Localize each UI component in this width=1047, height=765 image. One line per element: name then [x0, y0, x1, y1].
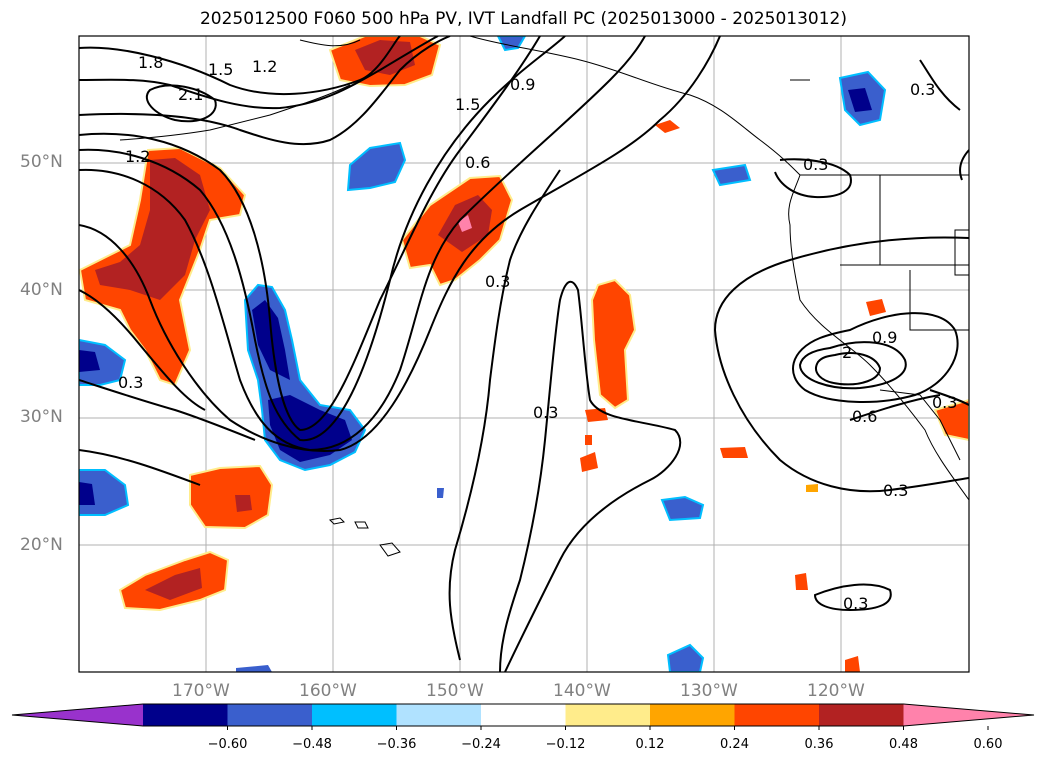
contour-label: 1.5	[208, 60, 233, 79]
colorbar-segment	[396, 704, 482, 726]
contour-label: 0.3	[118, 373, 143, 392]
lat-label: 50°N	[20, 152, 63, 172]
contour-label: 2	[842, 343, 852, 362]
contour-label: 0.3	[803, 155, 828, 174]
colorbar-segment	[143, 704, 228, 726]
ivt-contours	[79, 36, 969, 672]
lon-label: 150°W	[426, 681, 484, 701]
colorbar-segment	[734, 704, 820, 726]
colorbar-tick-label: 0.12	[635, 737, 665, 752]
pv-negative-shading	[79, 36, 887, 672]
plot-border	[78, 35, 970, 673]
colorbar-extend-high	[903, 704, 1034, 726]
contour-labels: 1.8 1.5 1.2 2.1 1.2 1.5 0.9 0.6 0.3 0.3 …	[118, 53, 957, 613]
gridlines	[79, 36, 969, 672]
lat-label: 20°N	[20, 535, 63, 555]
lat-label: 40°N	[20, 280, 63, 300]
contour-label: 1.5	[455, 95, 480, 114]
lon-label: 160°W	[299, 681, 357, 701]
colorbar	[11, 703, 1035, 730]
contour-label: 0.3	[843, 594, 868, 613]
lat-label: 30°N	[20, 407, 63, 427]
colorbar-extend-low	[12, 704, 143, 726]
coastlines	[119, 36, 969, 557]
colorbar-tick-label: −0.36	[376, 737, 417, 752]
contour-label: 2.1	[178, 85, 203, 104]
colorbar-tick-label: 0.36	[804, 737, 834, 752]
colorbar-segment	[650, 704, 735, 726]
colorbar-tick-label: −0.24	[461, 737, 501, 752]
plot-title: 2025012500 F060 500 hPa PV, IVT Landfall…	[199, 9, 847, 29]
colorbar-tick-label: −0.48	[292, 737, 332, 752]
contour-label: 0.3	[485, 272, 510, 291]
contour-label: 0.3	[910, 80, 935, 99]
contour-label: 0.9	[510, 75, 535, 94]
lon-label: 140°W	[553, 681, 611, 701]
lon-label: 170°W	[172, 681, 230, 701]
contour-label: 0.3	[533, 403, 558, 422]
lon-label: 130°W	[680, 681, 738, 701]
pv-positive-shading	[79, 36, 969, 672]
colorbar-segment	[481, 704, 566, 726]
contour-label: 0.6	[465, 153, 490, 172]
colorbar-segment	[227, 704, 313, 726]
colorbar-outline	[11, 703, 1035, 727]
colorbar-segment	[565, 704, 651, 726]
colorbar-tick-label: 0.24	[720, 737, 749, 752]
colorbar-tick-label: 0.60	[973, 737, 1003, 752]
contour-label: 1.2	[125, 147, 150, 166]
contour-label: 0.3	[883, 481, 908, 500]
contour-label: 1.2	[252, 57, 277, 76]
contour-label: 1.8	[138, 53, 163, 72]
colorbar-segment	[819, 704, 904, 726]
contour-label: 0.6	[852, 407, 877, 426]
colorbar-tick-label: −0.12	[545, 737, 586, 752]
colorbar-tick-label: 0.48	[889, 737, 918, 752]
contour-label: 0.3	[932, 393, 957, 412]
colorbar-tick-label: −0.60	[207, 737, 248, 752]
lon-label: 120°W	[807, 681, 865, 701]
colorbar-segment	[312, 704, 397, 726]
contour-label: 0.9	[872, 328, 897, 347]
